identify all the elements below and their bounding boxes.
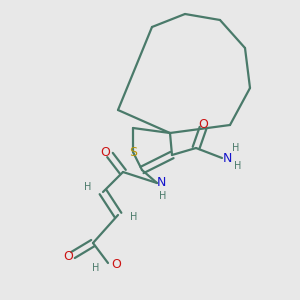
Text: N: N	[156, 176, 166, 190]
Text: H: H	[159, 191, 167, 201]
Text: H: H	[84, 182, 92, 192]
Text: S: S	[129, 146, 137, 158]
Text: O: O	[63, 250, 73, 263]
Text: N: N	[222, 152, 232, 164]
Text: O: O	[100, 146, 110, 160]
Text: H: H	[92, 263, 100, 273]
Text: H: H	[234, 161, 242, 171]
Text: O: O	[111, 259, 121, 272]
Text: H: H	[232, 143, 240, 153]
Text: H: H	[130, 212, 138, 222]
Text: O: O	[198, 118, 208, 131]
